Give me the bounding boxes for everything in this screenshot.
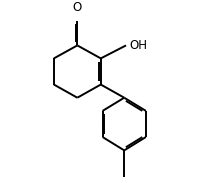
Text: O: O	[73, 1, 82, 14]
Text: OH: OH	[129, 39, 147, 52]
